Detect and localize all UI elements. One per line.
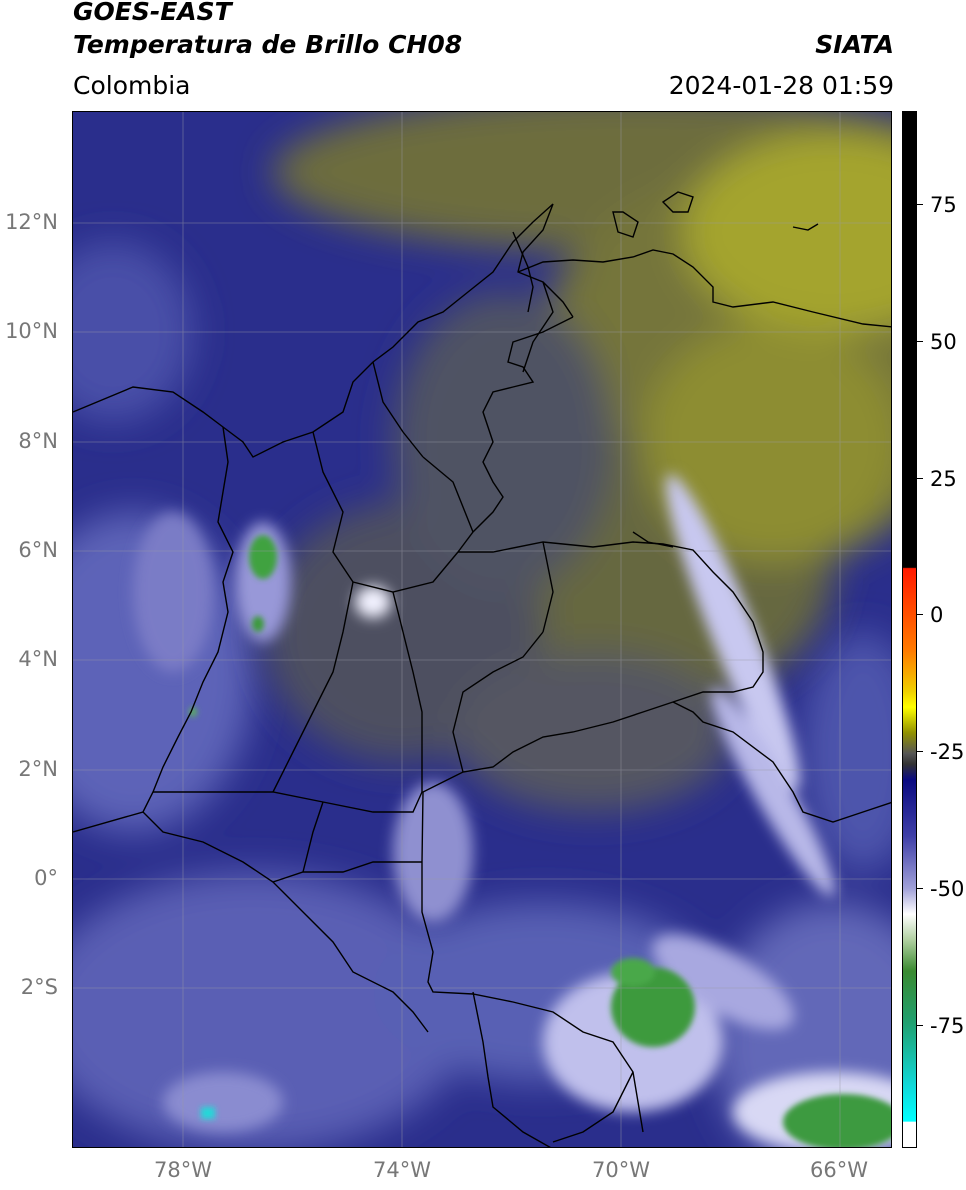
map-gridlines xyxy=(73,112,891,1147)
lat-label-6n: 6°N xyxy=(18,538,58,562)
colorbar-gradient xyxy=(903,112,916,1147)
title-datetime: 2024-01-28 01:59 xyxy=(668,71,894,100)
colorbar-label-neg25: -25 xyxy=(930,740,965,764)
lat-label-10n: 10°N xyxy=(5,319,58,343)
deep-convection-cells xyxy=(189,535,891,1147)
colorbar-label-25: 25 xyxy=(930,467,957,491)
colorbar-tick-neg25 xyxy=(917,751,923,752)
colorbar-label-0: 0 xyxy=(930,603,944,627)
lon-label-74w: 74°W xyxy=(373,1158,431,1182)
lat-label-0: 0° xyxy=(34,866,58,890)
title-region: Colombia xyxy=(73,71,191,100)
colorbar-tick-neg50 xyxy=(917,888,923,889)
colorbar-label-neg75: -75 xyxy=(930,1014,965,1038)
title-product: Temperatura de Brillo CH08 xyxy=(73,30,463,59)
country-borders xyxy=(73,191,891,1147)
satellite-map[interactable] xyxy=(72,111,892,1148)
lon-label-66w: 66°W xyxy=(810,1158,868,1182)
colorbar-tick-75 xyxy=(917,204,923,205)
lat-label-2s: 2°S xyxy=(20,975,58,999)
lat-label-4n: 4°N xyxy=(18,647,58,671)
colorbar-tick-50 xyxy=(917,341,923,342)
colorbar-label-neg50: -50 xyxy=(930,877,965,901)
title-satellite: GOES-EAST xyxy=(73,0,232,26)
lon-label-78w: 78°W xyxy=(154,1158,212,1182)
colorbar-tick-neg75 xyxy=(917,1025,923,1026)
colorbar-tick-0 xyxy=(917,614,923,615)
colorbar-tick-25 xyxy=(917,478,923,479)
lat-label-12n: 12°N xyxy=(5,210,58,234)
title-organization: SIATA xyxy=(815,30,894,59)
colorbar-label-50: 50 xyxy=(930,330,957,354)
lat-label-2n: 2°N xyxy=(18,757,58,781)
lon-label-70w: 70°W xyxy=(592,1158,650,1182)
colorbar-label-75: 75 xyxy=(930,193,957,217)
map-canvas xyxy=(73,112,891,1147)
moist-layer-swaths xyxy=(73,242,891,1147)
colorbar xyxy=(902,111,917,1148)
lat-label-8n: 8°N xyxy=(18,429,58,453)
